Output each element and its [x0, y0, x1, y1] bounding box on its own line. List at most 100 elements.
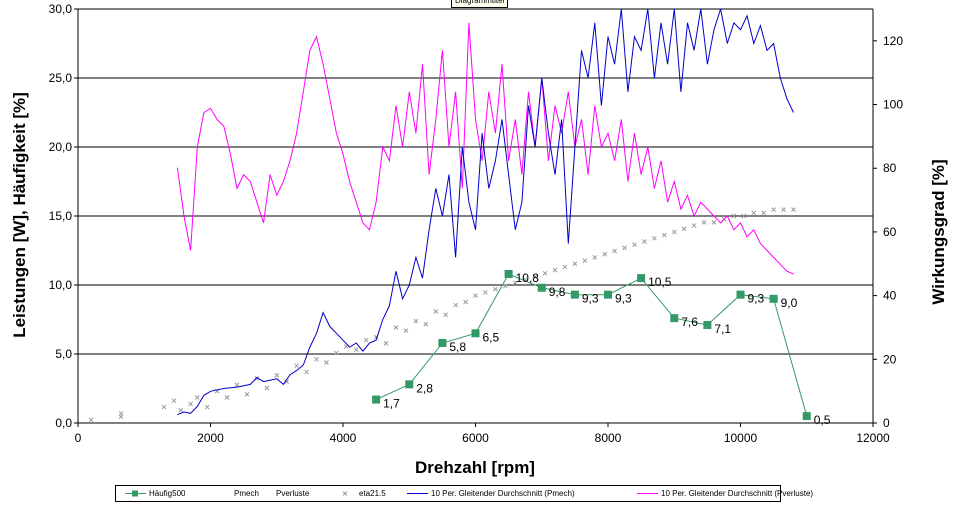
chart-title: Diagrammtitel — [451, 0, 509, 8]
eta-point-stroke — [264, 385, 270, 391]
eta-point — [582, 258, 588, 263]
eta-point-stroke — [542, 270, 548, 276]
haeufig500-point — [438, 338, 447, 347]
eta-point-stroke — [493, 286, 498, 292]
eta-point — [771, 207, 776, 212]
eta-point — [463, 299, 468, 305]
haeufig500-point — [670, 314, 679, 323]
eta-point — [171, 398, 177, 404]
eta-point-stroke — [741, 213, 747, 219]
x-tick-label: 4000 — [330, 431, 357, 445]
eta-point-stroke — [632, 242, 637, 248]
haeufig500-point — [802, 412, 811, 421]
eta-point-stroke — [423, 321, 429, 327]
eta-point-stroke — [413, 318, 419, 324]
eta-point — [493, 286, 498, 292]
legend-symbol — [407, 493, 428, 494]
legend-marker — [132, 490, 138, 497]
y2-tick-label: 40 — [883, 289, 897, 303]
eta-point-stroke — [314, 356, 319, 362]
eta-point — [234, 382, 240, 388]
eta-point-stroke — [592, 255, 598, 260]
eta-point-stroke — [443, 312, 449, 318]
eta-point-stroke — [483, 290, 488, 295]
eta-point — [363, 337, 369, 343]
eta-point-stroke — [284, 379, 290, 384]
haeufig500-data-label: 5,8 — [449, 340, 466, 354]
eta-point-stroke — [453, 302, 458, 308]
y-tick-label: 10,0 — [49, 278, 73, 292]
haeufig500-data-label: 9,3 — [615, 292, 632, 306]
y-tick-label: 25,0 — [49, 71, 73, 85]
eta-point-stroke — [194, 395, 200, 400]
eta-point-stroke — [711, 220, 717, 225]
gridlines — [78, 8, 873, 424]
eta-point — [383, 341, 389, 346]
haeufig500-point — [637, 274, 646, 283]
eta-point-stroke — [502, 283, 508, 289]
eta-point-stroke — [473, 293, 478, 298]
eta-point — [324, 360, 329, 365]
haeufig500-point — [769, 294, 778, 303]
eta-point-stroke — [304, 369, 309, 375]
eta-point-stroke — [582, 258, 588, 263]
eta-point — [602, 251, 608, 257]
eta-point — [632, 242, 637, 248]
haeufig500-line — [375, 273, 808, 417]
eta-point-stroke — [383, 341, 389, 346]
eta-point-stroke — [761, 210, 767, 216]
eta-point — [473, 293, 478, 298]
haeufig500-point — [570, 290, 579, 299]
eta-point — [204, 404, 210, 410]
eta-point-stroke — [188, 401, 193, 407]
legend-label: eta21.5 — [359, 489, 386, 498]
eta-point — [314, 356, 319, 362]
eta-point-stroke — [274, 372, 280, 378]
y2-axis-title: Wirkungsgrad [%] — [929, 159, 948, 304]
eta-point-stroke — [612, 248, 617, 254]
y2-tick-label: 80 — [883, 161, 897, 175]
eta-point — [274, 372, 280, 378]
eta-point-stroke — [512, 280, 518, 286]
haeufig500-point — [604, 290, 612, 299]
eta-point-stroke — [731, 213, 737, 219]
eta-point — [423, 321, 429, 327]
eta-point-stroke — [552, 267, 558, 273]
haeufig500-data-label: 2,8 — [416, 381, 433, 395]
eta-point-stroke — [532, 274, 538, 279]
eta-point — [642, 239, 647, 244]
eta-point-stroke — [562, 264, 568, 270]
eta-point — [304, 369, 309, 375]
pverluste-moving-average-line — [176, 22, 794, 275]
eta-point-stroke — [642, 239, 647, 244]
eta-point — [731, 213, 737, 219]
eta-point — [741, 213, 747, 219]
eta-point — [413, 318, 419, 324]
y2-tick-label: 120 — [883, 34, 903, 48]
eta-point-stroke — [88, 417, 94, 423]
eta-point — [751, 210, 757, 216]
haeufig500-data-label: 9,0 — [781, 296, 798, 310]
legend: Häufig500 Pmech Pverluste eta21.5 10 Per. Gl… — [115, 485, 813, 502]
eta-point — [433, 309, 439, 314]
eta-point-stroke — [224, 395, 230, 400]
y-axis-title: Leistungen [W], Häufigkeit [%] — [10, 92, 29, 338]
legend-symbol — [637, 493, 658, 494]
eta-point — [264, 385, 270, 391]
haeufig500-data-label: 0,5 — [814, 413, 831, 427]
eta-point-stroke — [691, 223, 697, 228]
eta-point — [334, 350, 339, 356]
eta-point-stroke — [652, 235, 657, 241]
y-tick-label: 0,0 — [55, 416, 72, 430]
x-tick-label: 2000 — [197, 431, 224, 445]
haeufig500-data-label: 9,3 — [748, 292, 765, 306]
haeufig500-data-label: 9,8 — [549, 285, 566, 299]
eta-point — [161, 404, 167, 410]
eta-point-stroke — [234, 382, 240, 388]
eta-point — [622, 245, 627, 251]
legend-symbol — [342, 491, 348, 496]
eta-point — [681, 226, 687, 232]
axes — [74, 8, 877, 427]
pmech-moving-average-line — [177, 8, 794, 416]
